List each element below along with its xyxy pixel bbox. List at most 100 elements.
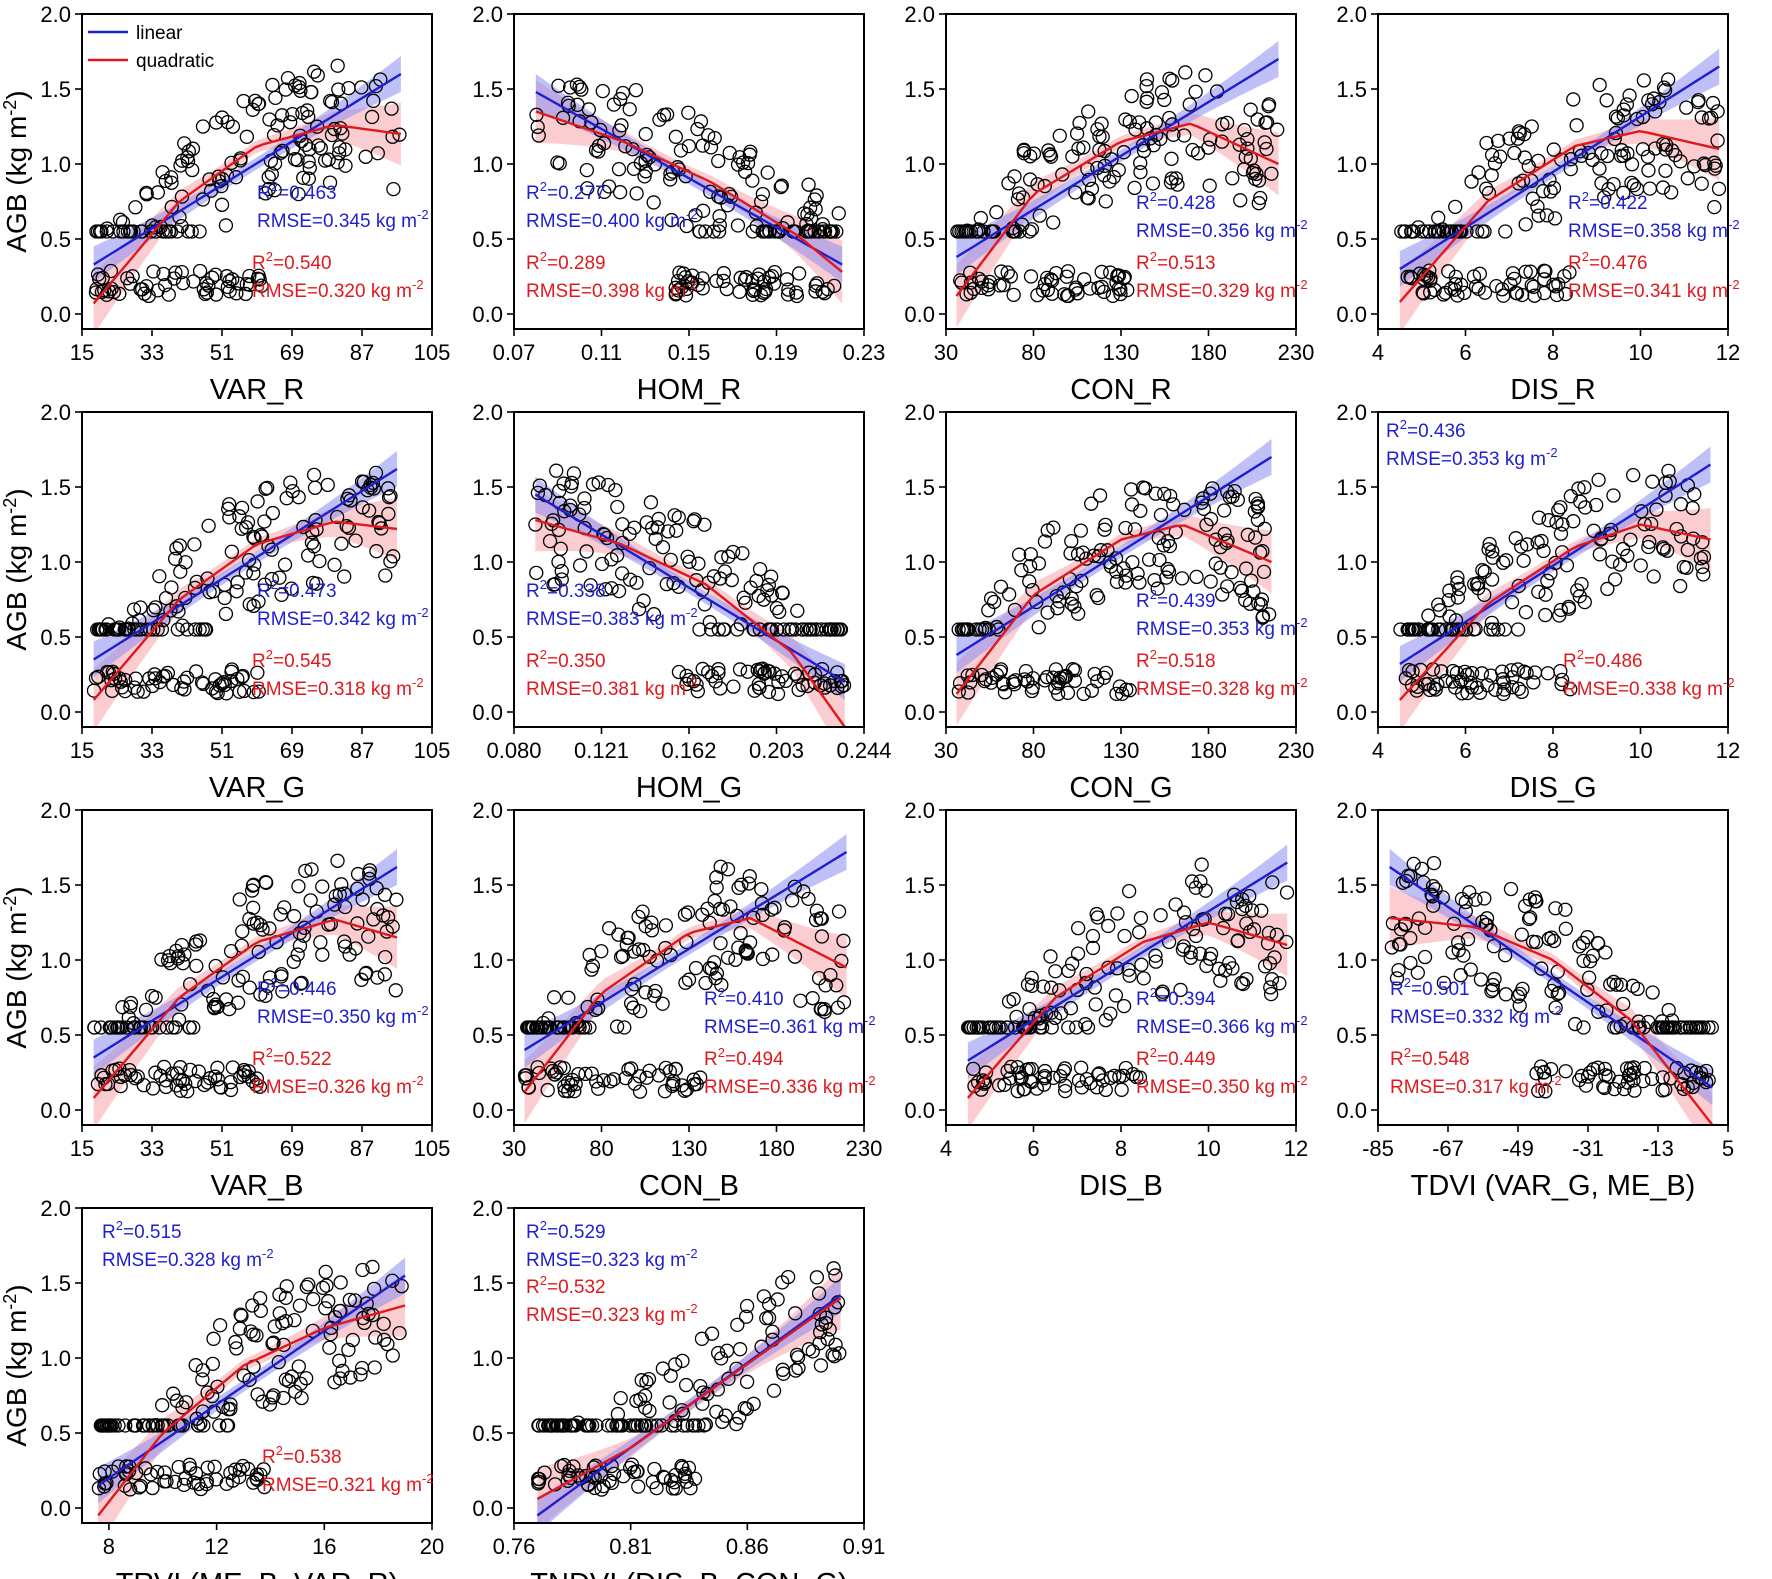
data-point (724, 572, 739, 588)
data-point (960, 622, 976, 637)
data-point (1576, 1020, 1591, 1035)
data-point (1558, 921, 1574, 936)
x-tick-label: 12 (1716, 738, 1740, 763)
data-point (180, 622, 195, 637)
data-point (1686, 159, 1702, 174)
data-point (301, 109, 316, 125)
data-point (133, 600, 148, 615)
data-point (638, 1418, 653, 1433)
linear-r2-label: R2=0.446 (257, 975, 337, 1000)
quadratic-fit-line (92, 918, 398, 1099)
data-point (623, 1460, 638, 1476)
data-point (381, 490, 397, 505)
data-point (1122, 968, 1137, 983)
data-point (168, 265, 183, 280)
data-point (1616, 102, 1631, 117)
data-point (738, 595, 753, 610)
data-point (1072, 115, 1087, 131)
linear-r2-label: R2=0.439 (1136, 587, 1216, 612)
data-point (210, 1060, 225, 1075)
x-tick-label: 8 (103, 1534, 115, 1559)
data-point (695, 203, 711, 218)
data-point (168, 1020, 183, 1035)
data-point (1555, 517, 1570, 532)
data-point (246, 684, 261, 700)
data-point (807, 192, 822, 207)
data-point (737, 272, 753, 287)
data-point (1065, 149, 1080, 164)
data-point (1257, 135, 1272, 150)
data-point (1247, 504, 1262, 519)
data-point (1165, 73, 1180, 88)
data-point (175, 276, 191, 291)
data-point (596, 1478, 611, 1494)
data-point (1710, 133, 1725, 148)
y-tick-label: 1.0 (472, 1346, 503, 1371)
data-point (366, 912, 381, 927)
data-point (1076, 686, 1091, 702)
data-point (1466, 269, 1482, 284)
data-point (1002, 587, 1017, 602)
data-point (1014, 1070, 1029, 1085)
data-point (1053, 1069, 1068, 1084)
legend-quadratic-label: quadratic (136, 51, 214, 72)
data-point (686, 1072, 701, 1087)
data-point (569, 77, 585, 92)
data-point (1531, 208, 1546, 223)
data-point (686, 514, 701, 529)
data-point (965, 667, 980, 683)
data-point (1673, 154, 1688, 169)
data-point (1194, 495, 1209, 510)
data-point (1525, 191, 1540, 206)
data-point (136, 1077, 151, 1093)
x-tick-label: 0.15 (668, 340, 711, 365)
data-point (1025, 680, 1040, 695)
data-point (1523, 910, 1538, 925)
data-point (1128, 122, 1143, 137)
data-point (1467, 577, 1482, 592)
data-point (1410, 965, 1425, 980)
plot-frame (1377, 809, 1729, 1126)
y-tick-label: 1.5 (40, 873, 71, 898)
scatter-points (951, 480, 1277, 702)
x-tick-label: 33 (140, 738, 164, 763)
data-point (1656, 80, 1672, 95)
data-point (209, 115, 224, 130)
data-point (1155, 986, 1170, 1001)
data-point (1143, 131, 1158, 146)
data-point (1656, 136, 1671, 152)
data-point (1623, 1067, 1638, 1082)
data-point (1693, 1020, 1708, 1035)
data-point (1064, 591, 1079, 606)
data-point (1537, 272, 1552, 287)
data-point (1051, 686, 1066, 702)
data-point (236, 93, 251, 109)
data-point (766, 1383, 782, 1398)
quadratic-fit-line (1389, 916, 1714, 1125)
data-point (1623, 532, 1638, 547)
data-point (238, 286, 253, 302)
data-point (663, 552, 678, 568)
data-point (192, 263, 208, 279)
data-point (1689, 1020, 1705, 1035)
data-point (230, 671, 245, 687)
data-point (1540, 666, 1556, 681)
data-point (1606, 176, 1621, 192)
data-point (1079, 1071, 1094, 1087)
linear-rmse-label: RMSE=0.400 kg m-2 (526, 207, 698, 232)
data-point (994, 264, 1009, 279)
data-point (1080, 1020, 1096, 1035)
data-point (1493, 149, 1508, 164)
x-tick-label: 0.162 (661, 738, 716, 763)
linear-rmse-label: RMSE=0.342 kg m-2 (257, 605, 429, 630)
data-point (575, 1020, 591, 1035)
data-point (735, 546, 750, 561)
data-point (1698, 1074, 1714, 1090)
data-point (1612, 557, 1628, 572)
data-point (1503, 881, 1519, 897)
data-point (1635, 109, 1651, 125)
data-point (1509, 286, 1525, 301)
linear-rmse-label: RMSE=0.353 kg m-2 (1386, 445, 1558, 470)
data-point (1538, 607, 1553, 623)
data-point (1661, 72, 1676, 87)
